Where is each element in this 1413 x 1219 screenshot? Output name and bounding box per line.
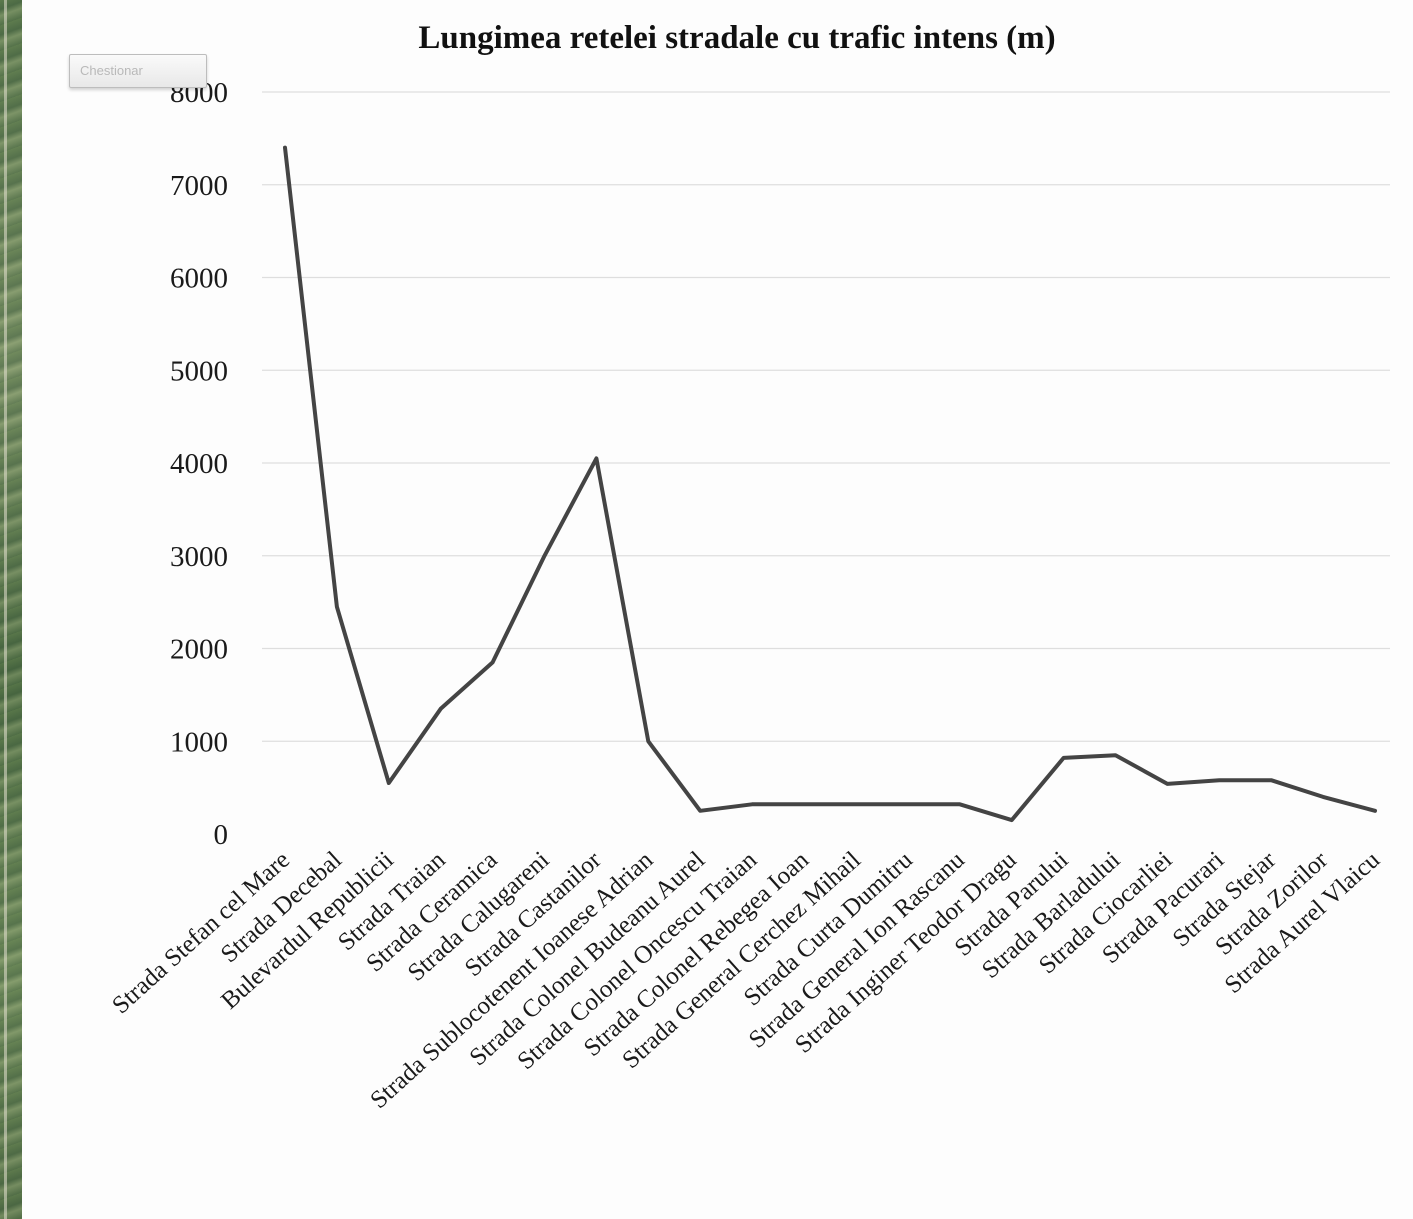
y-tick-label: 0 bbox=[214, 819, 229, 851]
chart-panel bbox=[22, 0, 1413, 1219]
y-tick-label: 3000 bbox=[170, 541, 228, 573]
series-line bbox=[283, 145, 1377, 823]
y-tick-label: 7000 bbox=[170, 170, 228, 202]
background-map-strip bbox=[0, 0, 22, 1219]
y-tick-label: 6000 bbox=[170, 263, 228, 295]
chart-title: Lungimea retelei stradale cu trafic inte… bbox=[418, 20, 1055, 56]
y-tick-label: 5000 bbox=[170, 355, 228, 387]
y-tick-label: 2000 bbox=[170, 634, 228, 666]
y-tick-label: 1000 bbox=[170, 726, 228, 758]
map-road bbox=[4, 0, 7, 1219]
y-tick-label: 4000 bbox=[170, 448, 228, 480]
gridlines bbox=[262, 91, 1390, 742]
legend-toggle-button[interactable]: Chestionar bbox=[69, 54, 207, 88]
